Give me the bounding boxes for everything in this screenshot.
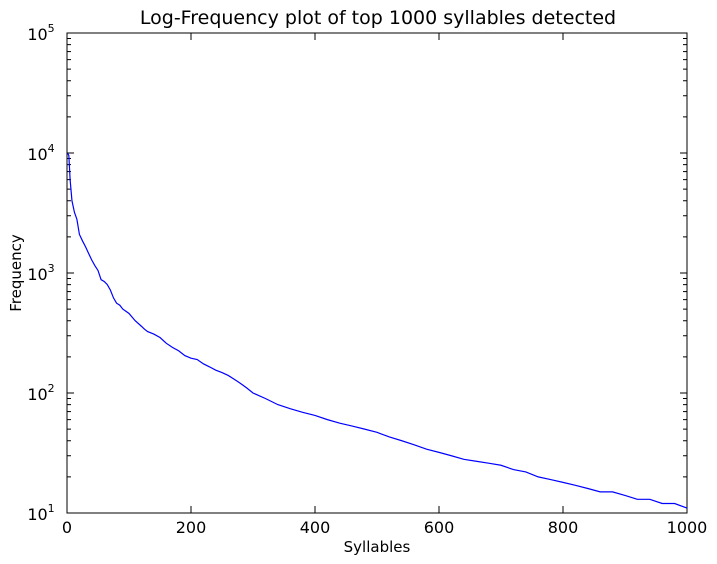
x-axis-label: Syllables [344, 538, 411, 556]
x-tick-label: 600 [424, 518, 455, 537]
frequency-series-line [67, 152, 688, 509]
x-axis: 0 200 400 600 800 1000 [62, 33, 707, 537]
x-tick-label: 1000 [667, 518, 708, 537]
y-tick-base: 10 [27, 265, 47, 284]
y-tick-exponent: 2 [48, 382, 55, 395]
y-tick-label: 105 [27, 22, 54, 44]
y-tick-base: 10 [27, 145, 47, 164]
x-tick-label: 400 [300, 518, 331, 537]
y-tick-label: 102 [27, 382, 54, 404]
y-tick-base: 10 [27, 385, 47, 404]
y-tick-exponent: 4 [48, 142, 55, 155]
y-tick-label: 101 [27, 502, 54, 524]
y-tick-base: 10 [27, 25, 47, 44]
y-axis-label: Frequency [7, 234, 25, 312]
x-tick-label: 0 [62, 518, 72, 537]
x-tick-label: 800 [548, 518, 579, 537]
y-tick-label: 103 [27, 262, 54, 284]
y-tick-exponent: 5 [48, 22, 55, 35]
y-tick-label: 104 [27, 142, 54, 164]
chart-title: Log-Frequency plot of top 1000 syllables… [140, 7, 616, 29]
y-tick-base: 10 [27, 505, 47, 524]
x-tick-label: 200 [176, 518, 207, 537]
y-tick-exponent: 1 [48, 502, 55, 515]
y-tick-exponent: 3 [48, 262, 55, 275]
